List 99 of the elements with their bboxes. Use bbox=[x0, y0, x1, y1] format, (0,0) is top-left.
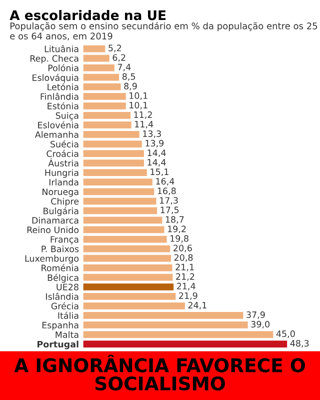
data-label: 20,6 bbox=[174, 244, 192, 252]
bar bbox=[83, 112, 130, 119]
y-tick-label: Suécia bbox=[50, 140, 78, 148]
bar bbox=[83, 169, 147, 176]
data-label: 10,1 bbox=[130, 102, 148, 110]
bar bbox=[83, 226, 164, 234]
bar bbox=[83, 64, 114, 72]
data-label: 11,2 bbox=[134, 111, 152, 119]
data-label: 8,9 bbox=[124, 82, 137, 90]
bar bbox=[83, 216, 162, 224]
y-tick-label: Malta bbox=[56, 331, 78, 338]
y-tick-label: Roménia bbox=[42, 264, 78, 272]
data-label: 5,2 bbox=[108, 44, 121, 52]
y-tick-label: UE28 bbox=[56, 284, 78, 290]
data-label: 17,3 bbox=[160, 197, 178, 205]
bar bbox=[83, 140, 142, 148]
bar bbox=[83, 160, 144, 166]
y-tick-label: Luxemburgo bbox=[25, 254, 79, 264]
bar bbox=[83, 198, 156, 205]
data-label: 45,0 bbox=[276, 330, 295, 338]
bar bbox=[83, 150, 144, 157]
data-label: 24,1 bbox=[188, 302, 206, 310]
data-label: 18,7 bbox=[166, 216, 184, 224]
y-tick-label: França bbox=[50, 236, 78, 244]
data-label: 8,5 bbox=[122, 73, 136, 81]
data-label: 20,8 bbox=[174, 254, 193, 262]
y-tick-label: Bélgica bbox=[48, 274, 78, 283]
bar bbox=[83, 122, 132, 128]
data-label: 14,4 bbox=[148, 159, 166, 166]
data-label: 10,1 bbox=[130, 92, 148, 100]
data-label: 6,2 bbox=[112, 54, 126, 62]
data-label: 39,0 bbox=[251, 320, 270, 328]
bar bbox=[83, 54, 110, 62]
data-label: 21,2 bbox=[176, 273, 194, 281]
bar bbox=[83, 236, 167, 243]
data-label: 16,4 bbox=[156, 178, 174, 186]
bar bbox=[83, 74, 120, 81]
chart-subtitle: População sem o ensino secundário em % da população entre os 25 e os 64 anos, em 2019 bbox=[10, 22, 318, 40]
y-tick-label: P. Baixos bbox=[42, 245, 79, 252]
data-label: 15,1 bbox=[150, 168, 168, 176]
data-label: 11,4 bbox=[135, 121, 154, 128]
y-tick-label: Polónia bbox=[48, 64, 78, 72]
y-tick-label: Eslovénia bbox=[38, 121, 78, 128]
bar bbox=[83, 102, 126, 110]
bar bbox=[83, 322, 248, 328]
y-tick-label: Rep. Checa bbox=[30, 54, 78, 64]
y-tick-label: Hungria bbox=[45, 169, 78, 178]
y-tick-label: Letónia bbox=[48, 83, 78, 90]
y-tick-label: Grécia bbox=[51, 302, 78, 310]
bar bbox=[83, 83, 121, 90]
data-label: 13,9 bbox=[146, 140, 164, 148]
y-tick-label: Noruega bbox=[42, 188, 78, 197]
data-label: 13,3 bbox=[143, 130, 161, 138]
chart-title: A escolaridade na UE bbox=[10, 10, 166, 20]
bar bbox=[83, 254, 172, 262]
data-label: 21,1 bbox=[176, 264, 194, 272]
y-tick-label: Suiça bbox=[56, 112, 78, 120]
data-label: 21,4 bbox=[176, 282, 196, 290]
bar bbox=[83, 245, 170, 252]
y-tick-label: Croácia bbox=[46, 150, 78, 157]
y-tick-label: Lituânia bbox=[44, 45, 78, 52]
data-label: 7,4 bbox=[118, 64, 131, 72]
bar bbox=[83, 207, 158, 214]
y-tick-label: Finlândia bbox=[40, 92, 78, 100]
bar bbox=[83, 340, 288, 348]
y-tick-label: Eslováquia bbox=[32, 74, 78, 83]
y-tick-label: Áustria bbox=[48, 158, 78, 167]
bar bbox=[83, 264, 172, 272]
y-tick-label: Reino Unido bbox=[27, 226, 79, 234]
bar bbox=[83, 178, 152, 186]
data-label: 16,8 bbox=[158, 188, 176, 196]
y-tick-label: Alemanha bbox=[34, 131, 78, 138]
y-tick-label: Espanha bbox=[42, 322, 78, 330]
y-tick-label: Islândia bbox=[46, 292, 78, 300]
data-label: 19,2 bbox=[168, 226, 186, 234]
data-label: 37,9 bbox=[246, 311, 265, 319]
text: A IGNORÂNCIA FAVORECE O SOCIALISMO bbox=[14, 354, 305, 391]
bar bbox=[83, 292, 176, 300]
bar bbox=[83, 283, 174, 290]
data-label: 19,8 bbox=[170, 235, 188, 243]
y-tick-label: Bulgária bbox=[44, 207, 78, 216]
y-tick-label: Chipre bbox=[51, 198, 79, 206]
bar bbox=[83, 312, 244, 319]
bar bbox=[83, 92, 126, 100]
y-tick-label: Dinamarca bbox=[32, 216, 78, 224]
y-tick-label: Estónia bbox=[48, 102, 78, 110]
y-tick-label: Portugal bbox=[38, 340, 78, 350]
bar bbox=[83, 45, 106, 52]
data-label: 14,4 bbox=[148, 150, 166, 157]
data-label: 17,5 bbox=[160, 206, 179, 214]
data-label: 48,3 bbox=[290, 340, 309, 348]
y-tick-label: Itália bbox=[58, 312, 78, 319]
y-tick-label: Irlanda bbox=[49, 178, 78, 186]
data-label: 21,9 bbox=[179, 292, 198, 300]
bar bbox=[83, 131, 140, 138]
bar bbox=[83, 302, 185, 310]
bar bbox=[83, 274, 173, 281]
bar bbox=[83, 331, 274, 338]
bar bbox=[83, 188, 154, 196]
